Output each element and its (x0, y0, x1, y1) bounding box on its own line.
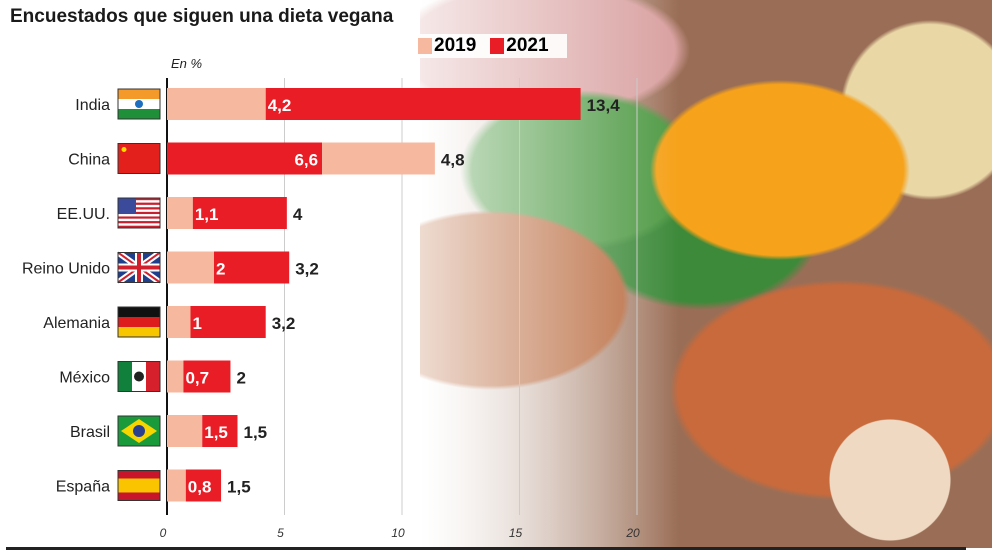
country-label: China (68, 152, 110, 169)
country-label: México (59, 370, 110, 387)
data-label: 1,1 (195, 205, 219, 224)
data-label: 4 (293, 205, 303, 224)
data-label: 3,2 (272, 314, 296, 333)
bar-segment-2019 (167, 306, 191, 338)
x-tick-label: 5 (277, 526, 284, 540)
legend-swatch (418, 38, 432, 54)
bar-segment-2019 (167, 469, 186, 502)
usa-flag (117, 197, 161, 231)
bar-segment-2019 (167, 251, 214, 284)
bar-segment-2021 (265, 88, 581, 120)
legend-swatch (490, 38, 505, 54)
bar-segment-2021 (190, 306, 266, 338)
legend-label: 2021 (506, 35, 549, 56)
data-label: 1,5 (227, 478, 251, 497)
china-flag (117, 143, 161, 174)
country-label: Brasil (70, 424, 110, 441)
x-tick-label: 15 (509, 526, 523, 540)
bar-segment-2021 (183, 360, 231, 393)
spain-flag (117, 470, 161, 501)
legend: 2019 2021 (418, 34, 567, 58)
chart-title: Encuestados que siguen una dieta vegana (10, 6, 394, 27)
brazil-flag (117, 415, 161, 447)
footer-divider (6, 547, 966, 550)
data-label: 13,4 (587, 96, 621, 115)
x-tick-label: 10 (391, 526, 405, 540)
legend-label: 2019 (434, 35, 477, 56)
bar-segment-2021 (192, 197, 287, 229)
germany-flag (117, 306, 161, 338)
data-label: 2 (216, 260, 225, 279)
legend-item-2019: 2019 (418, 35, 476, 57)
bar-segment-2019 (167, 360, 184, 393)
data-label: 1,5 (204, 423, 228, 442)
x-tick-label: 0 (160, 526, 167, 540)
data-label: 1,5 (244, 423, 268, 442)
bar-segment-2019 (167, 197, 193, 229)
data-label: 1 (193, 314, 202, 333)
legend-item-2021: 2021 (490, 35, 549, 57)
bar-segment-2021 (214, 251, 290, 284)
bar-segment-2019 (322, 142, 435, 175)
data-label: 0,7 (185, 369, 209, 388)
country-label: EE.UU. (57, 206, 110, 223)
data-label: 4,8 (441, 151, 465, 170)
data-label: 2 (236, 369, 245, 388)
x-tick-label: 20 (625, 526, 640, 540)
bar-segment-2021 (167, 142, 323, 175)
india-flag (117, 88, 161, 120)
country-label: India (75, 97, 110, 114)
data-label: 3,2 (295, 260, 319, 279)
country-label: España (56, 479, 110, 496)
bar-segment-2021 (202, 415, 238, 447)
unit-label: En % (171, 56, 203, 71)
bar-segment-2019 (167, 415, 203, 447)
country-label: Reino Unido (22, 261, 110, 278)
bar-segment-2021 (185, 469, 222, 502)
data-label: 6,6 (294, 151, 318, 170)
uk-flag (116, 250, 162, 285)
mexico-flag (117, 361, 161, 392)
data-label: 0,8 (188, 478, 212, 497)
bar-segment-2019 (167, 88, 266, 120)
country-label: Alemania (43, 315, 110, 332)
data-label: 4,2 (268, 96, 292, 115)
